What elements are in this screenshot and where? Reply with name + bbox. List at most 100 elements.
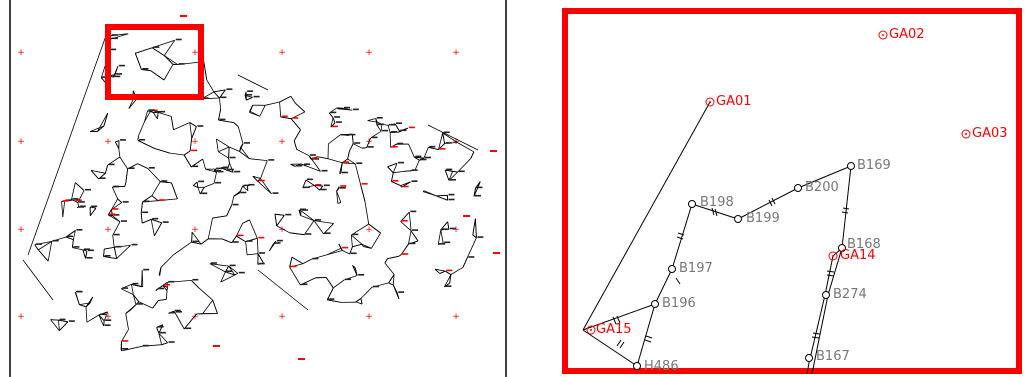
station-mark [157, 326, 164, 328]
grid-cross: + [191, 312, 199, 322]
station-mark [343, 161, 350, 163]
network-line [213, 172, 217, 184]
network-line [72, 239, 74, 248]
network-line [74, 200, 78, 203]
network-line [170, 116, 174, 130]
station-mark [128, 167, 135, 169]
network-stations [35, 15, 500, 360]
station-mark [243, 184, 250, 187]
network-line [423, 191, 437, 197]
network-line [391, 181, 401, 186]
network-line [212, 299, 218, 314]
line-B197-B198 [671, 203, 693, 270]
label-GA01: GA01 [716, 94, 752, 109]
station-mark [76, 229, 83, 231]
station-mark [391, 131, 398, 133]
network-line [157, 112, 159, 120]
network-line [114, 141, 120, 149]
station-mark [411, 180, 418, 182]
network-line [336, 190, 342, 203]
station-mark [108, 163, 115, 166]
network-line [130, 304, 137, 311]
network-line [58, 320, 60, 331]
label-B198: B198 [700, 195, 734, 210]
network-line [164, 55, 178, 65]
station-mark [73, 246, 80, 248]
station-mark [449, 227, 456, 230]
network-line [296, 149, 310, 157]
network-line [444, 169, 450, 181]
network-line [204, 183, 215, 188]
network-line [73, 230, 76, 240]
network-line [140, 212, 143, 224]
network-line [434, 268, 446, 272]
station-mark [114, 75, 121, 78]
station-mark [356, 162, 363, 164]
network-line [85, 250, 88, 259]
network-line [269, 243, 274, 251]
network-line [384, 258, 388, 264]
station-mark [168, 280, 175, 283]
station-mark [247, 90, 254, 92]
network-line [338, 107, 344, 110]
line-B196-B197 [654, 268, 673, 305]
station-mark [240, 191, 247, 194]
line-B274-B167 [808, 294, 826, 364]
network-line [352, 265, 358, 276]
station-mark [323, 184, 330, 187]
network-line [218, 109, 222, 121]
station-mark [142, 344, 149, 347]
tick [842, 207, 850, 210]
network-line [400, 211, 410, 222]
network-line [85, 306, 88, 323]
network-line [74, 292, 80, 305]
network-line [152, 112, 158, 120]
network-line [410, 230, 419, 242]
network-line [228, 146, 240, 152]
station-mark [185, 327, 192, 330]
network-line [119, 156, 128, 170]
station-mark [113, 214, 120, 216]
network-line [160, 181, 172, 184]
network-line [298, 209, 302, 212]
detail-network-lines [582, 101, 852, 374]
station-mark [476, 186, 483, 189]
station-mark [168, 341, 175, 343]
grid-cross: + [191, 137, 199, 147]
network-line [390, 143, 397, 148]
network-line [103, 248, 105, 257]
station-mark [68, 320, 75, 322]
network-line [86, 314, 100, 323]
station-mark [389, 123, 396, 126]
station-mark [409, 242, 416, 245]
network-line [400, 221, 412, 232]
tick [616, 339, 622, 347]
network-line [221, 238, 232, 244]
network-line [137, 163, 148, 169]
control-point-dots [590, 34, 967, 331]
network-line [444, 274, 452, 288]
station-mark [448, 193, 455, 196]
network-line [276, 215, 285, 227]
network-line [330, 117, 334, 128]
grid-cross: + [191, 48, 199, 58]
network-line [289, 257, 293, 268]
station-mark [477, 236, 484, 238]
label-GA02: GA02 [889, 27, 925, 42]
station-mark [222, 166, 229, 169]
network-line [349, 246, 353, 255]
network-line [144, 110, 148, 122]
network-line [71, 199, 75, 202]
network-line [157, 112, 172, 117]
network-line [342, 162, 356, 165]
network-lines [22, 29, 481, 352]
network-line [216, 138, 219, 152]
network-line [213, 89, 226, 93]
station-mark [112, 208, 119, 210]
network-line [434, 268, 441, 274]
network-line [169, 152, 185, 156]
network-line [173, 241, 192, 255]
network-line [317, 156, 329, 160]
network-line [445, 169, 453, 172]
network-line [103, 320, 105, 326]
